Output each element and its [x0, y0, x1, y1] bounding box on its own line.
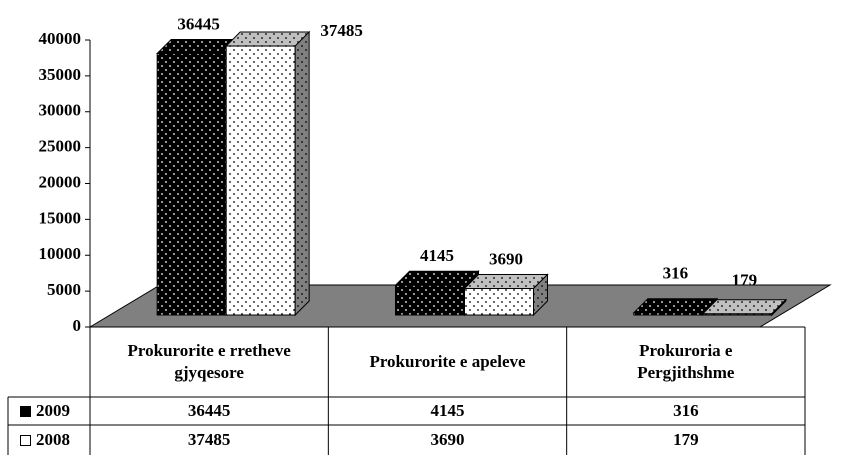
legend-label: 2008: [36, 430, 70, 449]
legend-entry: 2008: [8, 425, 90, 455]
y-tick-label: 10000: [39, 244, 82, 263]
y-tick-label: 40000: [39, 29, 82, 48]
legend-swatch: [20, 405, 31, 417]
y-tick-label: 15000: [39, 208, 82, 227]
table-value: 179: [673, 430, 699, 449]
category-label: Prokuroria e Pergjithshme: [637, 341, 735, 382]
bar-front: [156, 53, 227, 316]
bar-side: [771, 298, 787, 317]
table-value: 37485: [187, 430, 231, 449]
y-tick-label: 0: [73, 316, 82, 335]
legend-entry: 2009: [8, 397, 90, 425]
y-tick-label: 5000: [47, 280, 81, 299]
y-tick-label: 30000: [39, 101, 82, 120]
table-value: 4145: [430, 401, 465, 420]
value-label: 179: [732, 271, 758, 290]
value-label: 37485: [320, 21, 363, 40]
table-value: 36445: [187, 401, 231, 420]
y-tick-label: 20000: [39, 172, 82, 191]
category-label: Prokurorite e rretheve gjyqesore: [127, 341, 291, 382]
bar-side: [533, 273, 548, 317]
bar-front: [395, 284, 465, 316]
bar-side: [294, 30, 310, 317]
value-label: 316: [663, 264, 689, 283]
value-label: 4145: [420, 246, 454, 265]
y-tick-label: 25000: [39, 137, 82, 156]
category-label: Prokurorite e apeleve: [369, 352, 526, 371]
value-label: 36445: [177, 14, 220, 33]
bar-front: [464, 288, 534, 316]
y-tick-label: 35000: [39, 65, 82, 84]
bar: [224, 30, 311, 317]
table-value: 316: [673, 401, 699, 420]
table-value: 3690: [430, 430, 465, 449]
legend-label: 2009: [36, 401, 70, 420]
bar-front: [225, 45, 296, 316]
bar: [463, 273, 549, 317]
legend-swatch: [20, 434, 31, 446]
value-label: 3690: [489, 249, 523, 268]
bar: [701, 298, 788, 317]
